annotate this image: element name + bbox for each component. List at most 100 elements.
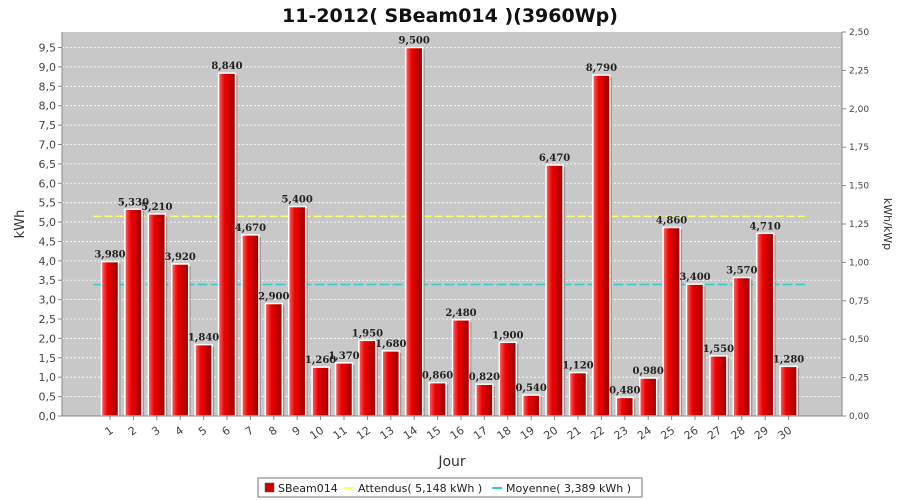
y-tick-label: 5,0 bbox=[39, 216, 57, 229]
bar bbox=[334, 362, 354, 417]
y2-tick-label: 1,50 bbox=[849, 182, 869, 192]
legend: SBeam014 Attendus( 5,148 kWh ) Moyenne( … bbox=[257, 477, 643, 498]
bar bbox=[311, 366, 330, 417]
data-label: 5,400 bbox=[282, 195, 313, 206]
data-label: 3,920 bbox=[165, 252, 196, 263]
x-tick-label: 21 bbox=[565, 424, 584, 443]
x-tick-label: 9 bbox=[290, 424, 303, 439]
data-label: 3,980 bbox=[94, 250, 125, 261]
x-tick-label: 13 bbox=[378, 424, 397, 443]
y2-tick-label: 2,25 bbox=[849, 66, 869, 76]
y2-tick-label: 1,25 bbox=[849, 220, 869, 230]
data-label: 0,540 bbox=[516, 383, 547, 394]
y2-tick-label: 1,75 bbox=[849, 143, 869, 153]
x-tick-label: 4 bbox=[173, 424, 186, 439]
data-label: 0,820 bbox=[469, 372, 500, 383]
bar bbox=[545, 164, 564, 417]
y-tick-label: 7,0 bbox=[39, 138, 57, 151]
y-tick-label: 6,5 bbox=[39, 158, 57, 171]
y-tick-label: 2,0 bbox=[39, 332, 57, 345]
x-tick-label: 5 bbox=[196, 424, 209, 439]
y-tick-label: 0,5 bbox=[39, 391, 57, 404]
data-label: 0,980 bbox=[633, 366, 664, 377]
bar bbox=[732, 276, 752, 417]
bar bbox=[100, 260, 120, 417]
y-tick-label: 9,5 bbox=[39, 42, 57, 55]
y-tick-label: 0,0 bbox=[39, 410, 57, 423]
y2-tick-label: 0,50 bbox=[849, 335, 869, 345]
x-tick-label: 28 bbox=[729, 424, 748, 443]
bar bbox=[287, 205, 307, 417]
data-label: 0,480 bbox=[609, 385, 640, 396]
legend-label-moyenne: Moyenne( 3,389 kWh ) bbox=[506, 482, 631, 495]
data-label: 2,900 bbox=[258, 292, 289, 303]
x-tick-label: 20 bbox=[541, 424, 560, 443]
x-tick-label: 22 bbox=[588, 424, 607, 443]
x-tick-label: 7 bbox=[243, 424, 256, 439]
y-tick-label: 3,0 bbox=[39, 294, 57, 307]
x-tick-label: 27 bbox=[705, 424, 724, 443]
x-tick-label: 16 bbox=[448, 424, 467, 443]
y-axis-title: kWh bbox=[13, 210, 28, 239]
y2-axis-ticks: 0,00 0,25 0,50 0,75 1,00 1,25 1,50 1,75 2,00 2,25… bbox=[842, 28, 869, 422]
legend-swatch-bar bbox=[264, 482, 275, 493]
x-tick-label: 1 bbox=[103, 424, 116, 439]
y-axis-ticks: 0,0 0,5 1,0 1,5 2,0 2,5 3,0 3,5 4,0 4,5 5,0 5,5 6,0 6… bbox=[39, 42, 62, 423]
y2-tick-label: 2,00 bbox=[849, 105, 869, 115]
data-label: 1,680 bbox=[375, 339, 406, 350]
y-tick-label: 5,5 bbox=[39, 197, 57, 210]
y2-tick-label: 0,75 bbox=[849, 297, 869, 307]
bar bbox=[147, 213, 167, 417]
bar bbox=[755, 232, 775, 417]
y2-tick-label: 0,25 bbox=[849, 374, 869, 384]
x-tick-label: 3 bbox=[149, 424, 162, 439]
x-tick-label: 2 bbox=[126, 424, 139, 439]
data-label: 1,550 bbox=[703, 344, 734, 355]
x-tick-label: 10 bbox=[307, 424, 326, 443]
x-tick-label: 26 bbox=[682, 424, 701, 443]
x-axis-ticks: 1 2 3 4 5 6 7 8 9 10 11 12 13 14 15 16 17 18 19 20 21 22 23 24 2… bbox=[103, 416, 794, 443]
x-tick-label: 11 bbox=[331, 424, 350, 443]
bar bbox=[404, 46, 424, 417]
bar bbox=[592, 74, 611, 417]
x-tick-label: 25 bbox=[658, 424, 677, 443]
data-label: 3,400 bbox=[679, 272, 710, 283]
bar bbox=[194, 343, 213, 417]
data-label: 1,840 bbox=[188, 333, 219, 344]
y-tick-label: 6,0 bbox=[39, 177, 57, 190]
bar bbox=[358, 339, 377, 417]
y-tick-label: 7,5 bbox=[39, 119, 57, 132]
y2-tick-label: 1,00 bbox=[849, 258, 869, 268]
bar bbox=[217, 72, 237, 417]
data-label: 5,330 bbox=[118, 197, 149, 208]
bar bbox=[568, 371, 588, 417]
x-tick-label: 17 bbox=[471, 424, 490, 443]
bar bbox=[685, 283, 705, 417]
y-tick-label: 4,5 bbox=[39, 235, 57, 248]
bar bbox=[381, 350, 401, 417]
y-tick-label: 1,0 bbox=[39, 371, 57, 384]
bar bbox=[451, 319, 471, 417]
grid-lines bbox=[62, 47, 842, 398]
data-label: 8,840 bbox=[211, 61, 242, 72]
x-tick-label: 30 bbox=[775, 424, 794, 443]
y-tick-label: 8,5 bbox=[39, 80, 57, 93]
data-label: 1,900 bbox=[492, 330, 523, 341]
bar bbox=[638, 377, 658, 417]
bars bbox=[100, 46, 800, 417]
x-tick-label: 19 bbox=[518, 424, 537, 443]
bar bbox=[709, 355, 728, 417]
x-tick-label: 29 bbox=[752, 424, 771, 443]
x-tick-label: 6 bbox=[220, 424, 233, 439]
data-label: 9,500 bbox=[399, 36, 430, 47]
data-label: 4,710 bbox=[750, 221, 781, 232]
data-label: 4,670 bbox=[235, 223, 266, 234]
data-label: 1,950 bbox=[352, 328, 383, 339]
bar bbox=[662, 226, 681, 417]
y2-tick-label: 2,50 bbox=[849, 28, 869, 38]
y-tick-label: 3,5 bbox=[39, 274, 57, 287]
x-axis-title: Jour bbox=[437, 454, 466, 470]
bar bbox=[779, 365, 798, 417]
